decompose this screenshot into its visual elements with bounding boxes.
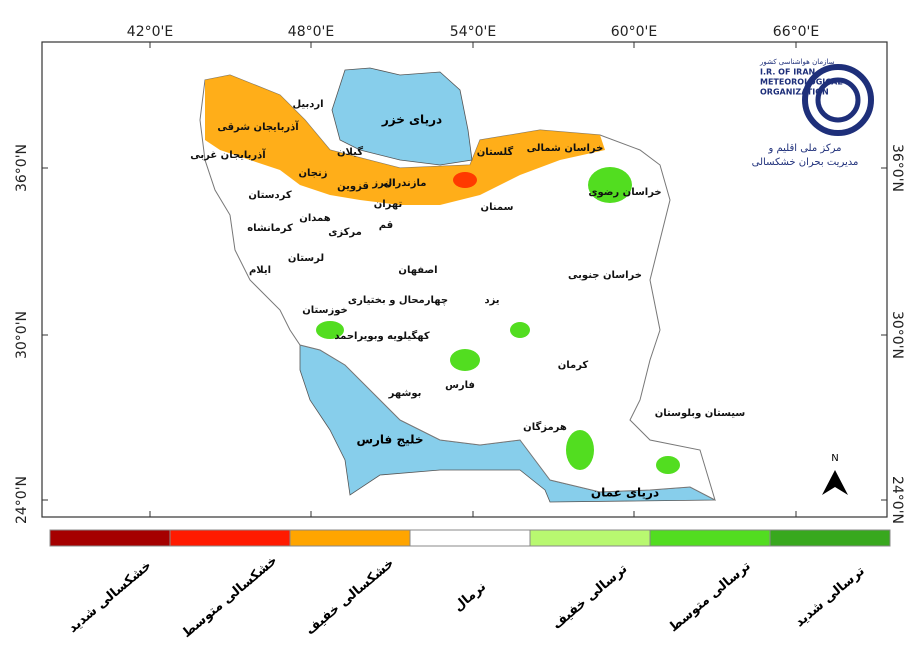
lon-label: 54°0'E <box>450 24 496 40</box>
province-label: سیستان وبلوستان <box>655 408 746 419</box>
province-label: ایلام <box>249 265 271 276</box>
legend-label: نرمال <box>451 579 489 614</box>
logo-caption: مرکز ملی اقلیم و <box>767 143 841 154</box>
province-label: زنجان <box>298 168 327 179</box>
province-label: یزد <box>484 295 499 306</box>
sea-label: دریای عمان <box>591 486 659 500</box>
logo-text: I.R. OF IRAN <box>760 68 815 77</box>
legend-swatch <box>769 529 891 547</box>
legend-swatch <box>49 529 171 547</box>
logo-text: ORGANIZATION <box>760 88 829 97</box>
province-label: گلستان <box>477 145 514 158</box>
legend-swatch <box>169 529 291 547</box>
province-label: فارس <box>445 380 475 391</box>
province-label: خوزستان <box>302 305 347 316</box>
province-label: کرمان <box>558 360 589 371</box>
province-label: همدان <box>299 213 330 224</box>
logo-text: سازمان هواشناسی کشور <box>759 58 835 66</box>
logo-caption: مدیریت بحران خشکسالی <box>752 157 859 168</box>
lat-label: 36°0'N <box>889 144 905 192</box>
province-label: تهران <box>374 199 403 210</box>
legend-swatch <box>649 529 771 547</box>
wet-zone <box>566 430 594 470</box>
province-label: کهگیلویه وبویراحمد <box>334 329 429 342</box>
legend-label: خشکسالی شدید <box>66 558 155 636</box>
north-arrow <box>822 470 848 495</box>
province-label: سمنان <box>481 202 514 213</box>
sea-label: دریای خزر <box>381 113 442 127</box>
drought-moderate-zone <box>453 172 477 188</box>
province-label: گیلان <box>337 145 363 158</box>
legend-swatch <box>409 529 531 547</box>
legend-swatch <box>289 529 411 547</box>
legend-swatch <box>529 529 651 547</box>
wet-zones <box>316 167 680 474</box>
province-label: آذربایجان غربی <box>190 148 266 161</box>
province-label: قم <box>379 220 393 231</box>
lon-label: 48°0'E <box>288 24 334 40</box>
province-label: بوشهر <box>388 388 422 399</box>
drought-mild-zone <box>205 75 605 205</box>
legend-label: خشکسالی متوسط <box>180 553 281 641</box>
lon-label: 66°0'E <box>773 24 819 40</box>
province-label: قزوین <box>337 181 369 192</box>
lat-label: 24°0'N <box>889 476 905 524</box>
province-label: چهارمحال و بختیاری <box>348 295 448 306</box>
lon-label: 42°0'E <box>127 24 173 40</box>
province-label: کردستان <box>248 190 292 201</box>
province-label: البرز <box>371 178 395 189</box>
logo-emblem <box>802 64 874 136</box>
sea-label: خلیج فارس <box>356 433 423 447</box>
logo: سازمان هواشناسی کشور I.R. OF IRAN METEOR… <box>752 58 874 168</box>
legend-label: ترسالی خفیف <box>550 561 631 632</box>
north-label: N <box>831 453 838 464</box>
wet-zone <box>450 349 480 371</box>
province-label: لرستان <box>288 253 324 264</box>
province-label: خراسان شمالی <box>527 143 604 154</box>
legend-label: ترسالی شدید <box>792 564 867 631</box>
province-label: کرمانشاه <box>247 223 293 234</box>
wet-zone <box>316 321 344 339</box>
province-label: خراسان جنوبی <box>568 270 642 281</box>
lat-label: 24°0'N <box>14 476 30 524</box>
wet-zone <box>656 456 680 474</box>
legend-label: خشکسالی خفیف <box>303 556 397 638</box>
logo-text: METEOROLOGICAL <box>760 78 842 87</box>
caspian-sea <box>331 67 473 166</box>
logo-emblem <box>815 77 861 123</box>
province-label: اردبیل <box>292 99 323 110</box>
province-label: هرمزگان <box>523 420 567 433</box>
lat-label: 36°0'N <box>14 144 30 192</box>
province-label: اصفهان <box>398 265 437 276</box>
lat-label: 30°0'N <box>889 311 905 359</box>
province-label: آذربایجان شرقی <box>217 120 299 133</box>
province-label: خراسان رضوی <box>588 187 661 198</box>
province-label: مازندران <box>384 178 427 189</box>
province-label: مرکزی <box>328 227 362 238</box>
legend-label: ترسالی متوسط <box>666 559 753 636</box>
lon-label: 60°0'E <box>611 24 657 40</box>
wet-zone <box>588 167 632 203</box>
wet-zone <box>510 322 530 338</box>
lat-label: 30°0'N <box>14 311 30 359</box>
